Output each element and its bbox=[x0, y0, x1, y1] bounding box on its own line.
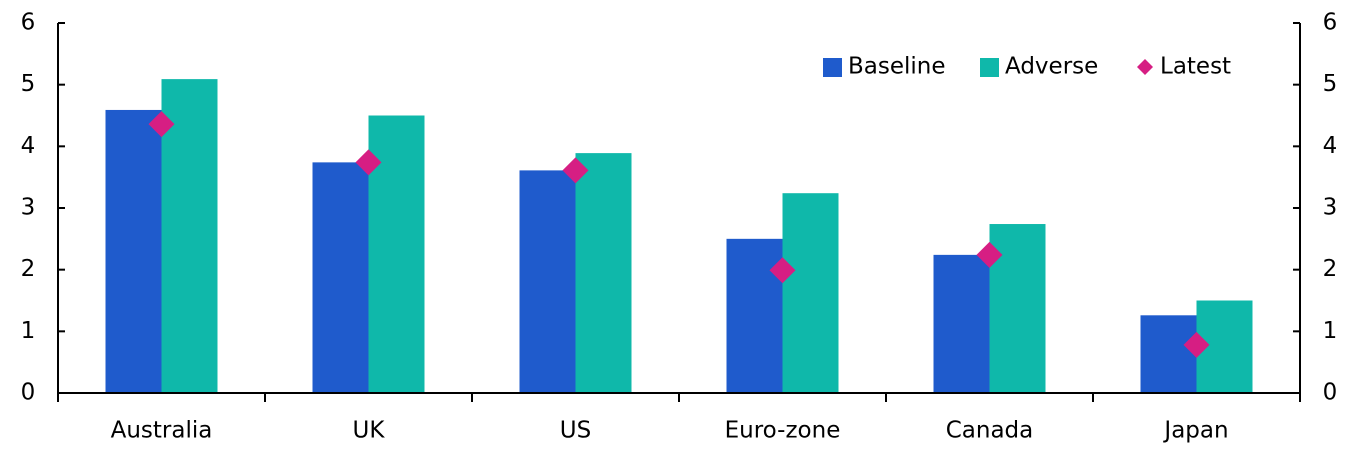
y2-tick-label: 0 bbox=[1323, 380, 1338, 406]
bar bbox=[161, 79, 218, 393]
y-tick-label: 5 bbox=[21, 71, 36, 97]
y-tick-label: 3 bbox=[21, 195, 36, 221]
bar bbox=[519, 170, 576, 393]
y-tick-label: 0 bbox=[21, 380, 36, 406]
bar bbox=[726, 238, 783, 393]
bar bbox=[933, 254, 990, 393]
legend-swatch bbox=[980, 58, 999, 77]
marker bbox=[769, 257, 796, 284]
legend-label: Latest bbox=[1160, 54, 1231, 80]
x-tick-label: US bbox=[560, 418, 591, 444]
bar bbox=[575, 153, 632, 393]
legend-marker bbox=[1137, 59, 1153, 75]
legend-swatch bbox=[823, 58, 842, 77]
y2-tick-label: 4 bbox=[1323, 133, 1338, 159]
legend-label: Baseline bbox=[848, 54, 946, 80]
y2-tick-label: 5 bbox=[1323, 71, 1338, 97]
bar bbox=[368, 115, 425, 393]
y2-tick-label: 3 bbox=[1323, 195, 1338, 221]
bar bbox=[989, 224, 1046, 393]
marker bbox=[1183, 331, 1210, 358]
y2-tick-label: 2 bbox=[1323, 256, 1338, 282]
marker bbox=[355, 149, 382, 176]
y-tick-label: 6 bbox=[21, 10, 36, 36]
legend-label: Adverse bbox=[1005, 54, 1098, 80]
y2-tick-label: 1 bbox=[1323, 318, 1338, 344]
bar bbox=[1140, 315, 1197, 393]
x-tick-label: Japan bbox=[1162, 418, 1228, 444]
x-tick-label: UK bbox=[353, 418, 386, 444]
bar bbox=[105, 109, 162, 393]
y-tick-label: 1 bbox=[21, 318, 36, 344]
y2-tick-label: 6 bbox=[1323, 10, 1338, 36]
y-tick-label: 4 bbox=[21, 133, 36, 159]
x-tick-label: Canada bbox=[946, 418, 1034, 444]
x-tick-label: Australia bbox=[111, 418, 213, 444]
marker bbox=[976, 241, 1003, 268]
marker bbox=[148, 111, 175, 138]
y-tick-label: 2 bbox=[21, 256, 36, 282]
x-tick-label: Euro-zone bbox=[725, 418, 841, 444]
bar bbox=[312, 162, 369, 393]
marker bbox=[562, 157, 589, 184]
bar bbox=[782, 193, 839, 393]
